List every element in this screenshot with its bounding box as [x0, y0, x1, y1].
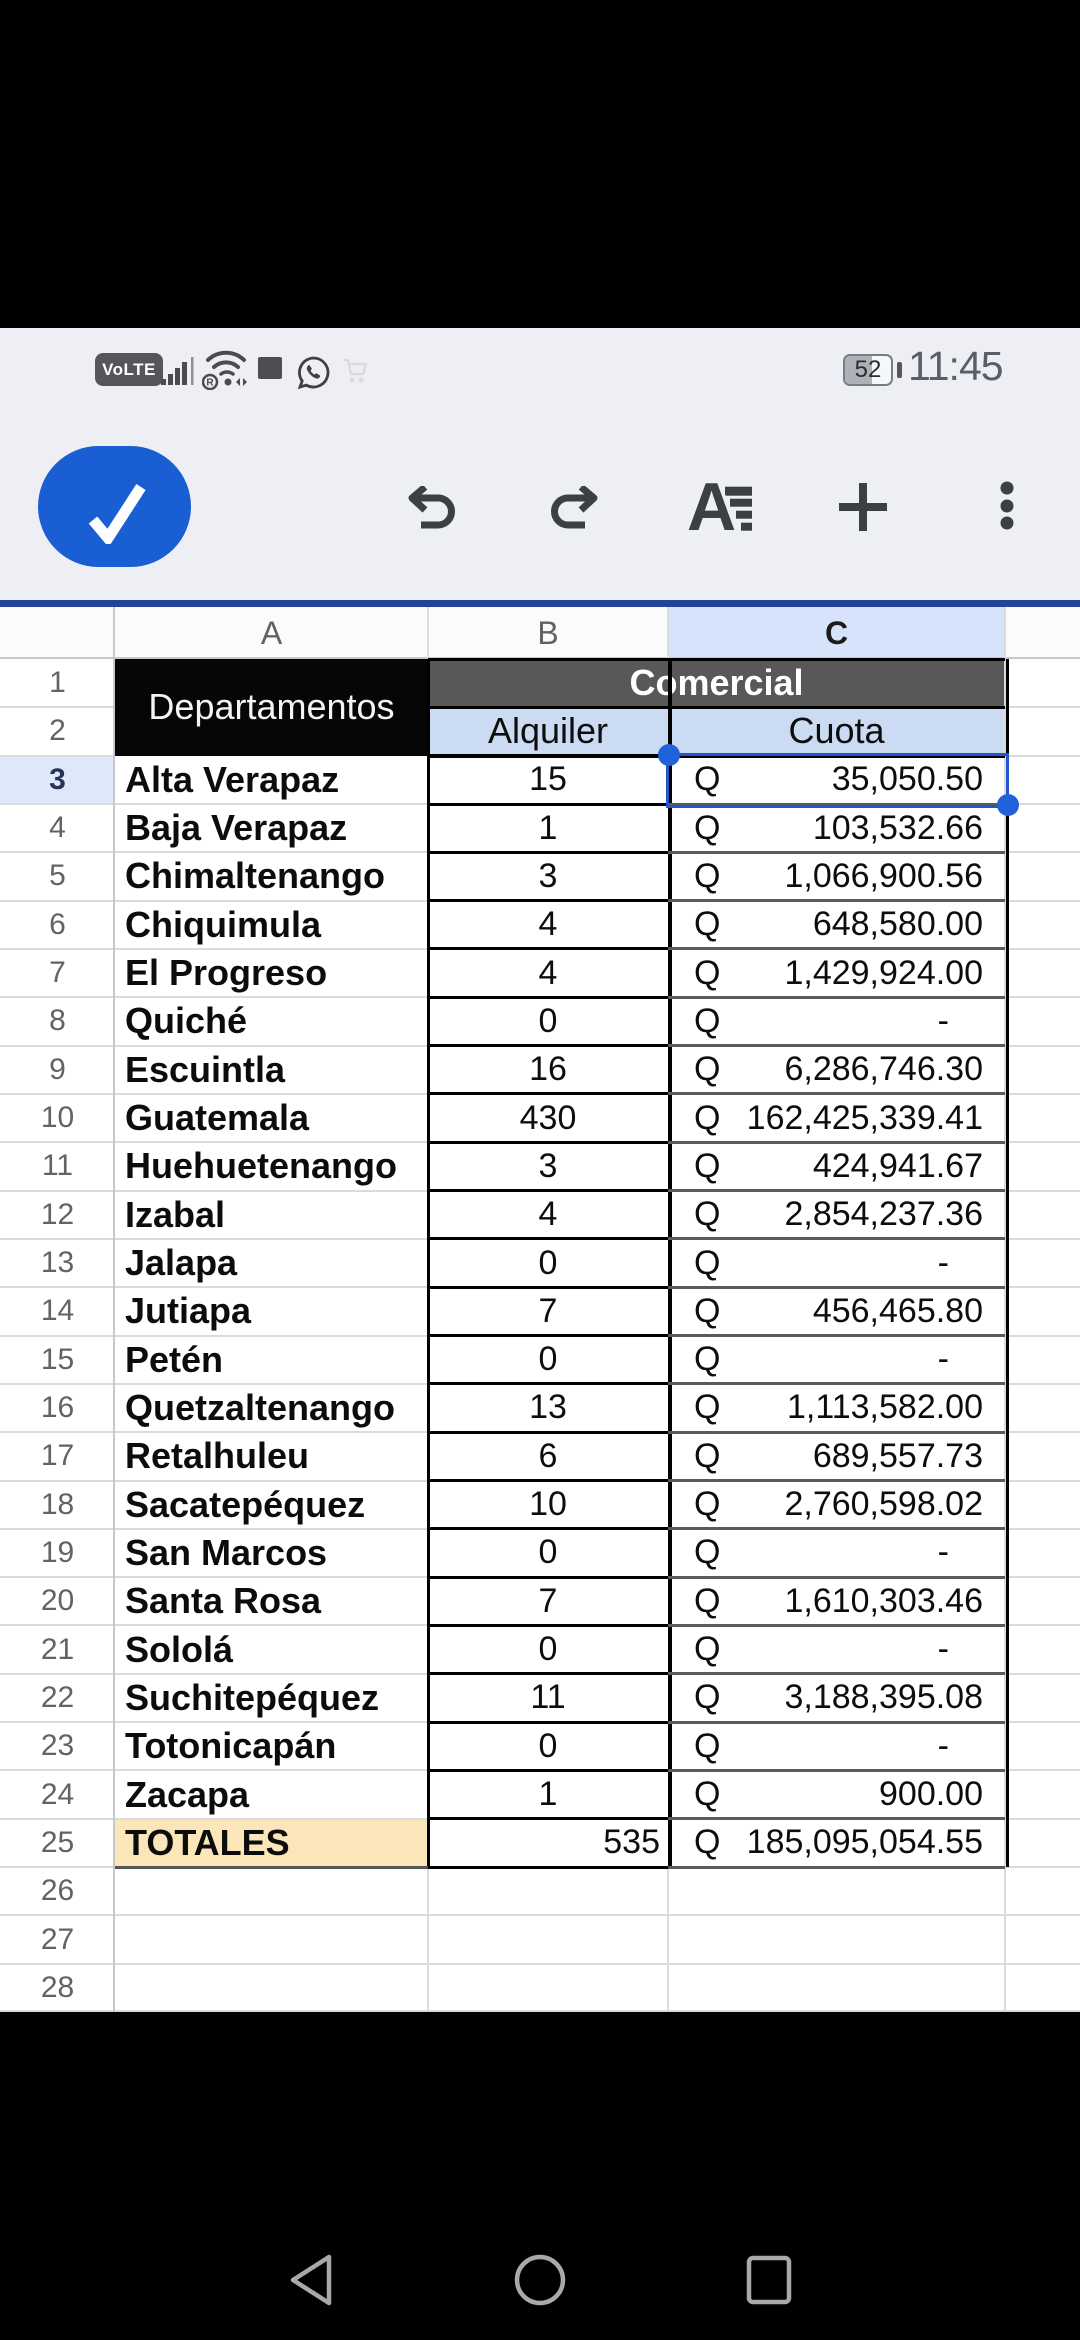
svg-text:R: R	[206, 378, 214, 389]
svg-text:A: A	[687, 478, 736, 534]
